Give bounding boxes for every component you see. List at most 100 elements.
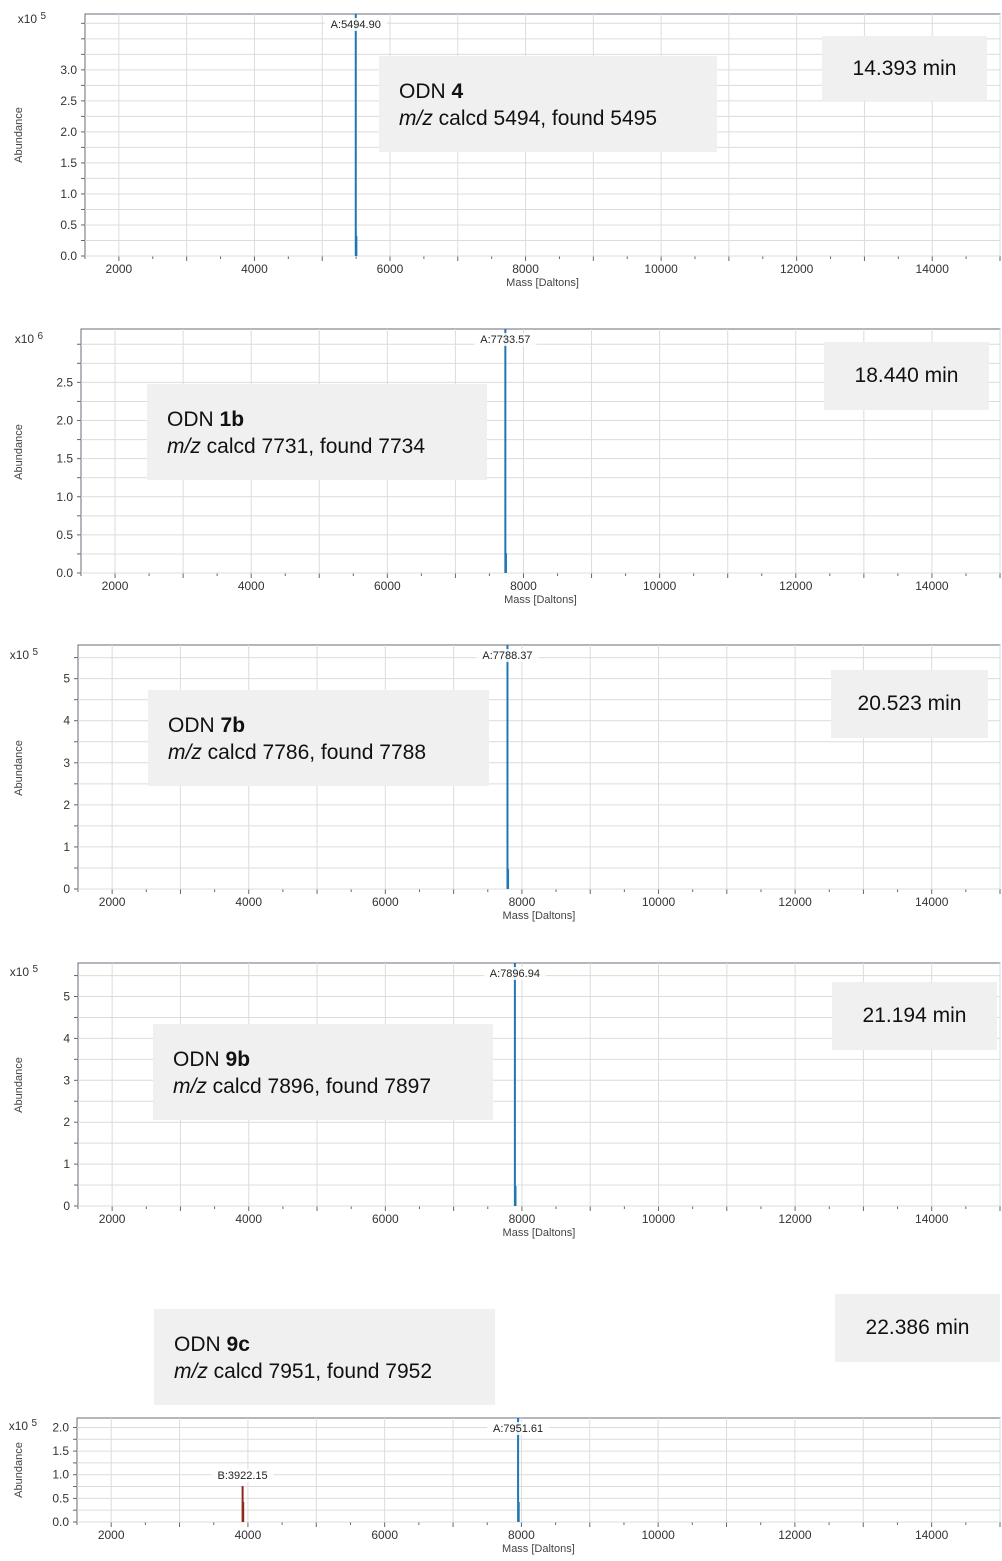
compound-annotation-5: ODN 9c m/z calcd 7951, found 7952	[154, 1309, 495, 1405]
y-tick-label: 2.5	[60, 94, 77, 108]
x-tick-label: 12000	[778, 1212, 812, 1226]
x-axis-title: Mass [Daltons]	[503, 1227, 576, 1239]
y-multiplier: x10 5	[18, 11, 47, 26]
y-multiplier: x10 5	[10, 647, 39, 662]
compound-annotation-3: ODN 7b m/z calcd 7786, found 7788	[148, 690, 489, 786]
y-multiplier: x10 6	[15, 331, 44, 346]
x-tick-label: 8000	[509, 1212, 536, 1226]
y-tick-label: 0.5	[56, 528, 73, 542]
x-tick-label: 6000	[377, 262, 404, 276]
x-tick-label: 4000	[238, 579, 265, 593]
compound-id: 4	[451, 80, 464, 103]
peak-label-bg	[474, 333, 537, 346]
y-axis-title: Abundance	[13, 740, 25, 796]
mz-label: m/z	[167, 435, 201, 458]
x-tick-label: 14000	[915, 579, 949, 593]
compound-id: 7b	[220, 714, 246, 737]
calc-text: calcd 7951, found 7952	[213, 1360, 433, 1383]
peak-label: A:5494.90	[331, 19, 381, 31]
calc-text: calcd 5494, found 5495	[438, 107, 658, 130]
retention-time-5: 22.386 min	[835, 1294, 1000, 1362]
y-tick-label: 0.5	[52, 1491, 69, 1505]
odn-prefix: ODN	[167, 408, 214, 431]
x-tick-label: 12000	[780, 262, 814, 276]
x-tick-label: 6000	[372, 1212, 399, 1226]
mz-label: m/z	[168, 741, 202, 764]
compound-annotation-4: ODN 9b m/z calcd 7896, found 7897	[153, 1024, 493, 1120]
y-tick-label: 4	[63, 1031, 70, 1045]
x-tick-label: 2000	[98, 1528, 125, 1542]
y-tick-label: 1.5	[52, 1444, 69, 1458]
peak-label: A:7951.61	[493, 1423, 543, 1435]
x-axis-title: Mass [Daltons]	[506, 277, 579, 289]
compound-id: 9c	[226, 1333, 250, 1356]
peak-label: A:7733.57	[480, 334, 530, 346]
x-tick-label: 10000	[641, 1528, 675, 1542]
x-tick-label: 6000	[372, 895, 399, 909]
compound-annotation-2: ODN 1b m/z calcd 7731, found 7734	[147, 384, 487, 480]
y-tick-label: 1.0	[56, 490, 73, 504]
odn-prefix: ODN	[174, 1333, 221, 1356]
x-tick-label: 4000	[235, 1212, 262, 1226]
y-tick-label: 2.0	[52, 1420, 69, 1434]
peak-label: A:7896.94	[490, 968, 540, 980]
x-axis-title: Mass [Daltons]	[502, 1543, 575, 1555]
x-axis-title: Mass [Daltons]	[503, 910, 576, 922]
y-tick-label: 1	[63, 1157, 70, 1171]
x-tick-label: 8000	[509, 895, 536, 909]
x-tick-label: 12000	[778, 895, 812, 909]
y-tick-label: 1.5	[60, 156, 77, 170]
peak-label: B:3922.15	[218, 1470, 268, 1482]
mz-label: m/z	[173, 1075, 207, 1098]
y-tick-label: 0.0	[56, 566, 73, 580]
compound-id: 1b	[219, 408, 245, 431]
odn-prefix: ODN	[168, 714, 215, 737]
y-tick-label: 2.5	[56, 375, 73, 389]
x-tick-label: 10000	[642, 1212, 676, 1226]
x-tick-label: 10000	[642, 895, 676, 909]
y-axis-title: Abundance	[13, 1057, 25, 1113]
peak-label-bg	[476, 649, 539, 662]
retention-time-4: 21.194 min	[832, 982, 997, 1050]
y-axis-title: Abundance	[13, 424, 25, 480]
x-tick-label: 14000	[915, 895, 949, 909]
x-tick-label: 8000	[508, 1528, 535, 1542]
x-tick-label: 4000	[241, 262, 268, 276]
x-tick-label: 2000	[102, 579, 129, 593]
mz-label: m/z	[399, 107, 433, 130]
x-tick-label: 8000	[512, 262, 539, 276]
y-tick-label: 2	[63, 1115, 70, 1129]
x-tick-label: 6000	[371, 1528, 398, 1542]
compound-id: 9b	[225, 1048, 251, 1071]
y-tick-label: 3	[63, 1073, 70, 1087]
y-tick-label: 0	[63, 882, 70, 896]
peak-label-bg	[483, 967, 546, 980]
x-tick-label: 14000	[916, 262, 950, 276]
compound-annotation-1: ODN 4 m/z calcd 5494, found 5495	[379, 56, 717, 152]
y-tick-label: 4	[63, 714, 70, 728]
y-tick-label: 1.0	[60, 187, 77, 201]
retention-time-3: 20.523 min	[831, 670, 988, 738]
x-tick-label: 14000	[915, 1212, 949, 1226]
y-tick-label: 3.0	[60, 63, 77, 77]
y-axis-title: Abundance	[13, 107, 25, 163]
x-tick-label: 12000	[779, 579, 813, 593]
y-tick-label: 2	[63, 798, 70, 812]
x-tick-label: 8000	[510, 579, 537, 593]
y-tick-label: 0.0	[60, 249, 77, 263]
x-tick-label: 2000	[99, 895, 126, 909]
y-tick-label: 3	[63, 756, 70, 770]
y-tick-label: 1	[63, 840, 70, 854]
calc-text: calcd 7896, found 7897	[212, 1075, 432, 1098]
y-tick-label: 1.0	[52, 1468, 69, 1482]
y-multiplier: x10 5	[9, 1418, 38, 1433]
y-tick-label: 0	[63, 1199, 70, 1213]
retention-time-2: 18.440 min	[824, 342, 989, 410]
peak-label-bg	[324, 18, 387, 31]
x-tick-label: 12000	[778, 1528, 812, 1542]
y-multiplier: x10 5	[10, 964, 39, 979]
mz-label: m/z	[174, 1360, 208, 1383]
x-tick-label: 4000	[235, 895, 262, 909]
y-tick-label: 0.0	[52, 1515, 69, 1529]
